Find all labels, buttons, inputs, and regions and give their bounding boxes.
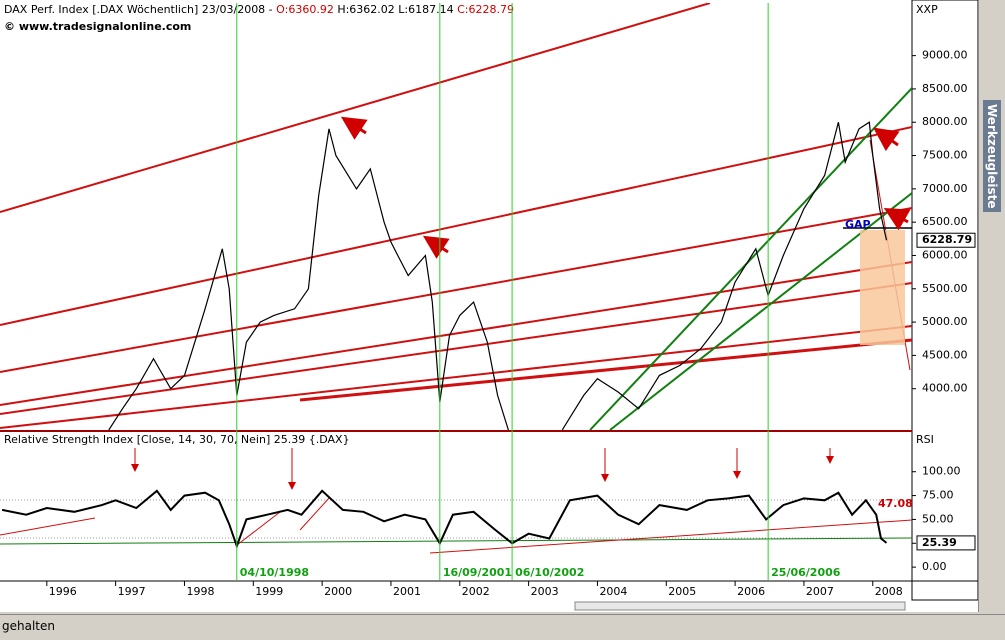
- y-tick-label: 7000.00: [922, 182, 968, 195]
- x-tick-label: 1998: [186, 585, 214, 598]
- x-tick-label: 2007: [806, 585, 834, 598]
- axis-label: XXP: [916, 3, 938, 16]
- axis-panel: [911, 0, 978, 601]
- toolbar-label[interactable]: Werkzeugleiste: [983, 100, 1001, 213]
- y-tick-label: 9000.00: [922, 49, 968, 62]
- plot: [108, 121, 888, 430]
- x-tick-label: 2001: [393, 585, 421, 598]
- last-value-label: 25.39: [922, 536, 957, 549]
- gap-zone: [860, 230, 905, 345]
- x-tick-label: 1997: [118, 585, 146, 598]
- x-tick-label: 2000: [324, 585, 352, 598]
- y-tick-label: 5500.00: [922, 282, 968, 295]
- x-tick-label: 2008: [875, 585, 903, 598]
- rsi-arrows: [131, 448, 834, 490]
- y-tick-label: 100.00: [922, 465, 961, 478]
- trend-lines: [0, 3, 912, 429]
- x-tick-label: 1996: [49, 585, 77, 598]
- y-tick-label: 7500.00: [922, 149, 968, 162]
- date-label: 25/06/2006: [771, 566, 841, 579]
- title-close: C:6228.79: [457, 3, 514, 16]
- chart-title: DAX Perf. Index [.DAX Wöchentlich] 23/03…: [4, 3, 514, 16]
- y-tick-label: 4500.00: [922, 348, 968, 361]
- date-label: 06/10/2002: [515, 566, 584, 579]
- y-tick-label: 0.00: [922, 560, 947, 573]
- date-label: 04/10/1998: [240, 566, 309, 579]
- last-value-label: 6228.79: [922, 233, 972, 246]
- line-label: 47.08: [878, 497, 913, 510]
- series-line: [108, 121, 888, 430]
- last-value-box: [916, 535, 976, 551]
- rsi-guides: [0, 496, 913, 554]
- x-tick-label: 2005: [668, 585, 696, 598]
- rsi-title: Relative Strength Index [Close, 14, 30, …: [4, 433, 350, 446]
- scrollbar[interactable]: [574, 601, 906, 611]
- plot: [1, 489, 888, 550]
- subtitle: © www.tradesignalonline.com: [4, 20, 191, 33]
- status-text: gehalten: [2, 619, 55, 633]
- title-text: DAX Perf. Index [.DAX Wöchentlich] 23/03…: [4, 3, 273, 16]
- title-hl: H:6362.02 L:6187.14: [337, 3, 453, 16]
- annotation: GAP: [845, 218, 871, 231]
- x-tick-label: 1999: [255, 585, 283, 598]
- chart: GAP DAX Perf. Index [.DAX Wöchentlich] 2…: [0, 0, 978, 612]
- y-tick-label: 6500.00: [922, 215, 968, 228]
- status-bar: gehalten: [0, 614, 1005, 640]
- y-tick-label: 75.00: [922, 489, 954, 502]
- x-tick-label: 2006: [737, 585, 765, 598]
- y-tick-label: 6000.00: [922, 248, 968, 261]
- title-open: O:6360.92: [276, 3, 334, 16]
- x-tick-label: 2004: [599, 585, 627, 598]
- y-tick-label: 8500.00: [922, 82, 968, 95]
- toolbar: Werkzeugleiste: [978, 0, 1005, 612]
- last-value-box: [916, 232, 976, 248]
- y-tick-label: 8000.00: [922, 115, 968, 128]
- y-tick-label: 50.00: [922, 512, 954, 525]
- axis-label: RSI: [916, 433, 934, 446]
- date-label: 16/09/2001: [443, 566, 512, 579]
- arrows: [340, 116, 911, 259]
- x-tick-label: 2002: [462, 585, 490, 598]
- y-tick-label: 5000.00: [922, 315, 968, 328]
- y-tick-label: 4000.00: [922, 382, 968, 395]
- series-line: [1, 489, 888, 550]
- x-tick-label: 2003: [531, 585, 559, 598]
